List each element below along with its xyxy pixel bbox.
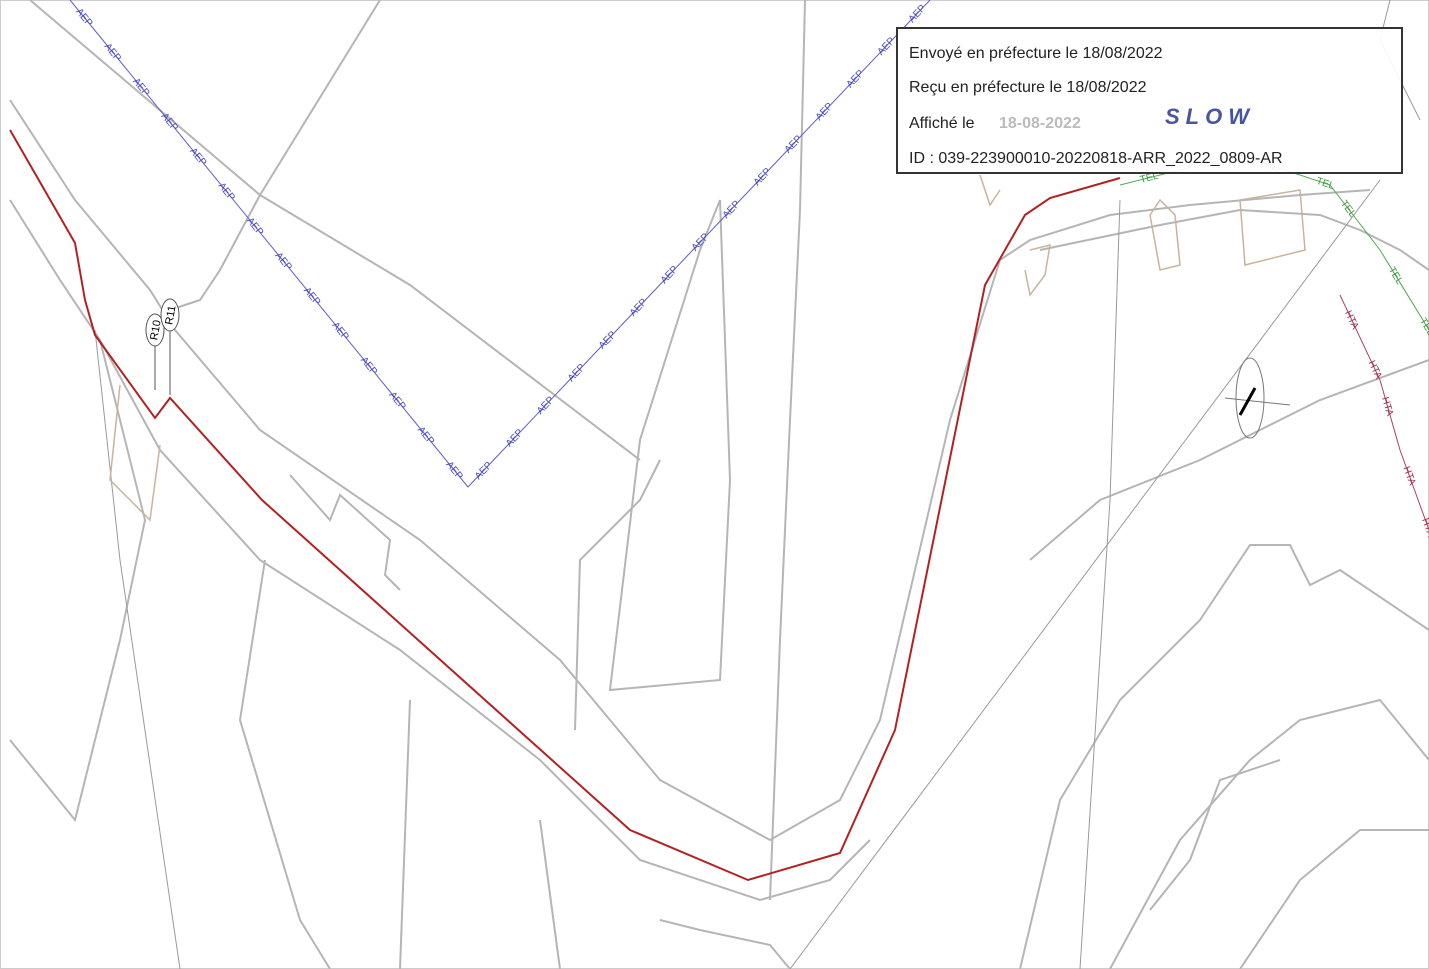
- markers: R10 R11: [145, 298, 180, 395]
- stamp-logo: SLOW: [1165, 104, 1255, 129]
- marker: [145, 313, 165, 347]
- stamp-sent: Envoyé en préfecture le 18/08/2022: [909, 45, 1163, 62]
- marker-label: R11: [163, 305, 178, 326]
- marker: [160, 298, 180, 332]
- project-route: [9, 129, 1121, 882]
- north-arrow: [1224, 357, 1291, 439]
- network-label: TEL: [1417, 316, 1429, 338]
- stamp: Envoyé en préfecture le 18/08/2022 Reçu …: [896, 27, 1403, 174]
- network-label: TEL: [1139, 171, 1160, 186]
- network-label: HTA: [1419, 517, 1429, 539]
- water-network: [69, 0, 931, 488]
- stamp-id: ID : 039-223900010-20220818-ARR_2022_080…: [909, 150, 1283, 167]
- network-label: HTA: [1379, 396, 1395, 418]
- stamp-box: [896, 27, 1403, 174]
- stamp-posted-label: Affiché le: [909, 115, 975, 132]
- power-network: [1339, 294, 1429, 531]
- marker-label: R10: [148, 319, 163, 341]
- stamp-posted-date: 18-08-2022: [999, 115, 1081, 132]
- stamp-received: Reçu en préfecture le 18/08/2022: [909, 79, 1147, 96]
